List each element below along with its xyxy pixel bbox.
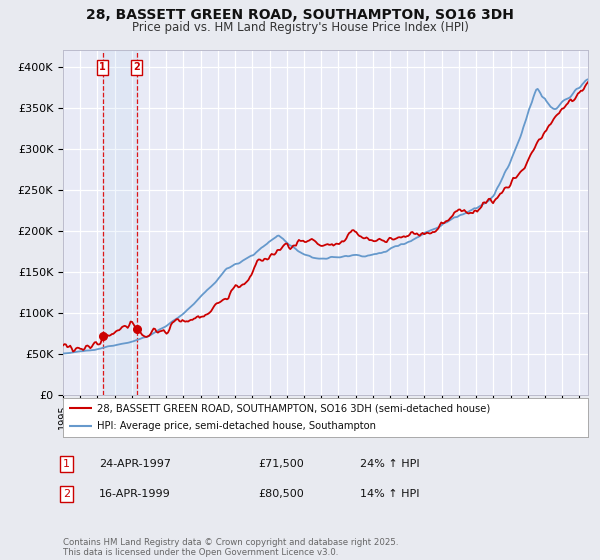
Text: 28, BASSETT GREEN ROAD, SOUTHAMPTON, SO16 3DH (semi-detached house): 28, BASSETT GREEN ROAD, SOUTHAMPTON, SO1…	[97, 403, 490, 413]
Text: £80,500: £80,500	[258, 489, 304, 499]
Text: Contains HM Land Registry data © Crown copyright and database right 2025.
This d: Contains HM Land Registry data © Crown c…	[63, 538, 398, 557]
Text: 2: 2	[133, 63, 140, 72]
Text: £71,500: £71,500	[258, 459, 304, 469]
Text: HPI: Average price, semi-detached house, Southampton: HPI: Average price, semi-detached house,…	[97, 421, 376, 431]
Text: 1: 1	[63, 459, 70, 469]
Bar	[103, 50, 137, 395]
Text: 24-APR-1997: 24-APR-1997	[99, 459, 171, 469]
Text: 28, BASSETT GREEN ROAD, SOUTHAMPTON, SO16 3DH: 28, BASSETT GREEN ROAD, SOUTHAMPTON, SO1…	[86, 8, 514, 22]
Text: Price paid vs. HM Land Registry's House Price Index (HPI): Price paid vs. HM Land Registry's House …	[131, 21, 469, 34]
Text: 14% ↑ HPI: 14% ↑ HPI	[360, 489, 419, 499]
Text: 2: 2	[63, 489, 70, 499]
Text: 24% ↑ HPI: 24% ↑ HPI	[360, 459, 419, 469]
Text: 1: 1	[100, 63, 106, 72]
Text: 16-APR-1999: 16-APR-1999	[99, 489, 171, 499]
